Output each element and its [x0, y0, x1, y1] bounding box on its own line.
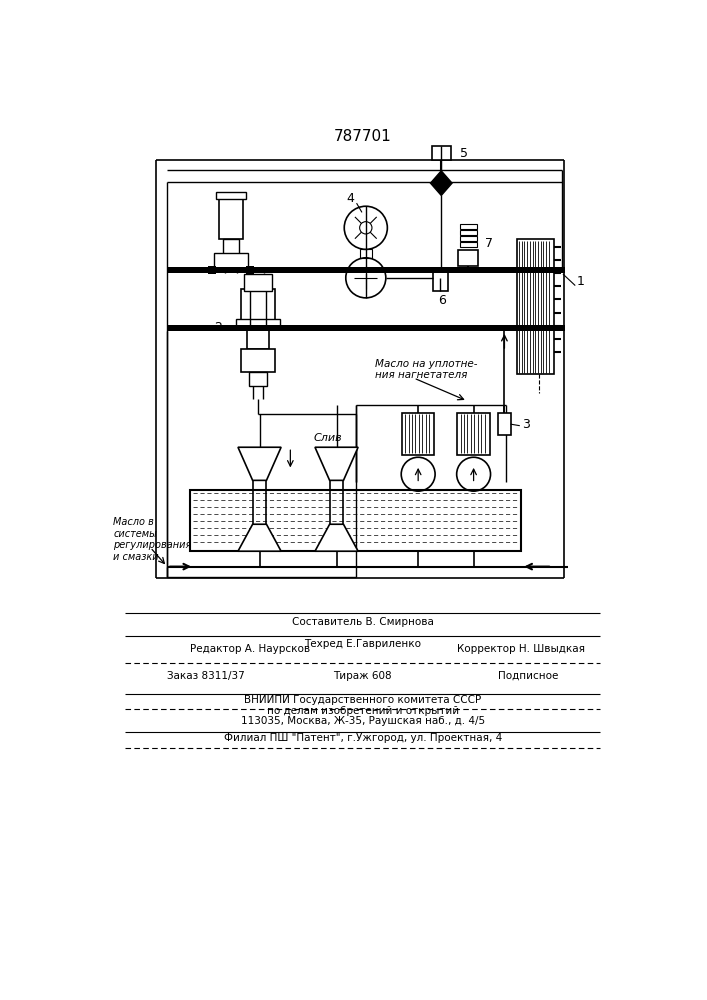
Bar	[236, 319, 279, 329]
Text: 6: 6	[438, 294, 446, 307]
Text: 5: 5	[460, 147, 468, 160]
Bar	[244, 274, 272, 291]
Text: Слив: Слив	[313, 433, 342, 443]
Bar	[218, 197, 243, 239]
Bar	[510, 325, 565, 331]
Bar	[223, 239, 239, 255]
Circle shape	[344, 206, 387, 249]
Bar	[275, 325, 284, 331]
Bar	[167, 325, 517, 331]
Bar	[360, 249, 372, 258]
Bar	[432, 146, 450, 160]
Text: Масло на уплотне-
ния нагнетателя: Масло на уплотне- ния нагнетателя	[375, 359, 477, 380]
Bar	[517, 239, 554, 374]
Polygon shape	[315, 447, 358, 480]
Bar	[402, 413, 434, 455]
Circle shape	[346, 258, 386, 298]
Bar	[190, 490, 521, 551]
Text: 113035, Москва, Ж-35, Раушская наб., д. 4/5: 113035, Москва, Ж-35, Раушская наб., д. …	[240, 716, 485, 726]
Polygon shape	[238, 524, 281, 551]
Text: Редактор А. Наурсков: Редактор А. Наурсков	[190, 644, 310, 654]
Bar	[460, 230, 477, 235]
Bar	[216, 192, 247, 199]
Bar	[249, 372, 267, 386]
Text: Подписное: Подписное	[498, 671, 559, 681]
Text: 4: 4	[346, 192, 354, 205]
Circle shape	[457, 457, 491, 491]
Bar	[232, 325, 241, 331]
Text: Заказ 8311/37: Заказ 8311/37	[167, 671, 245, 681]
Circle shape	[360, 222, 372, 234]
Text: 3: 3	[522, 418, 530, 431]
Bar	[167, 267, 517, 273]
Bar	[457, 413, 490, 455]
Text: 7: 7	[485, 237, 493, 250]
Bar	[208, 266, 216, 274]
Polygon shape	[315, 524, 358, 551]
Bar	[460, 242, 477, 247]
Text: Корректор Н. Швыдкая: Корректор Н. Швыдкая	[457, 644, 585, 654]
Bar	[247, 329, 269, 349]
Bar	[498, 413, 510, 435]
Bar	[458, 250, 478, 266]
Bar	[460, 224, 477, 229]
Bar	[241, 349, 275, 372]
Polygon shape	[238, 447, 281, 480]
Bar	[433, 272, 448, 291]
Text: 1: 1	[577, 275, 585, 288]
Bar	[460, 236, 477, 241]
Text: 2: 2	[214, 321, 222, 334]
Text: 787701: 787701	[334, 129, 392, 144]
Text: Составитель В. Смирнова: Составитель В. Смирнова	[292, 617, 433, 627]
Polygon shape	[431, 171, 452, 195]
Text: Техред Е.Гавриленко: Техред Е.Гавриленко	[304, 639, 421, 649]
Bar	[247, 266, 254, 274]
Text: Тираж 608: Тираж 608	[334, 671, 392, 681]
Bar	[241, 289, 275, 320]
Text: ВНИИПИ Государственного комитета СССР: ВНИИПИ Государственного комитета СССР	[244, 695, 481, 705]
Text: Филиал ПШ "Патент", г.Ужгород, ул. Проектная, 4: Филиал ПШ "Патент", г.Ужгород, ул. Проек…	[223, 733, 502, 743]
Circle shape	[401, 457, 435, 491]
Bar	[508, 267, 565, 273]
Text: Масло в
системы
регулирования
и смазки: Масло в системы регулирования и смазки	[113, 517, 192, 562]
Bar	[214, 253, 248, 269]
Text: по делам изобретений и открытий: по делам изобретений и открытий	[267, 706, 459, 716]
